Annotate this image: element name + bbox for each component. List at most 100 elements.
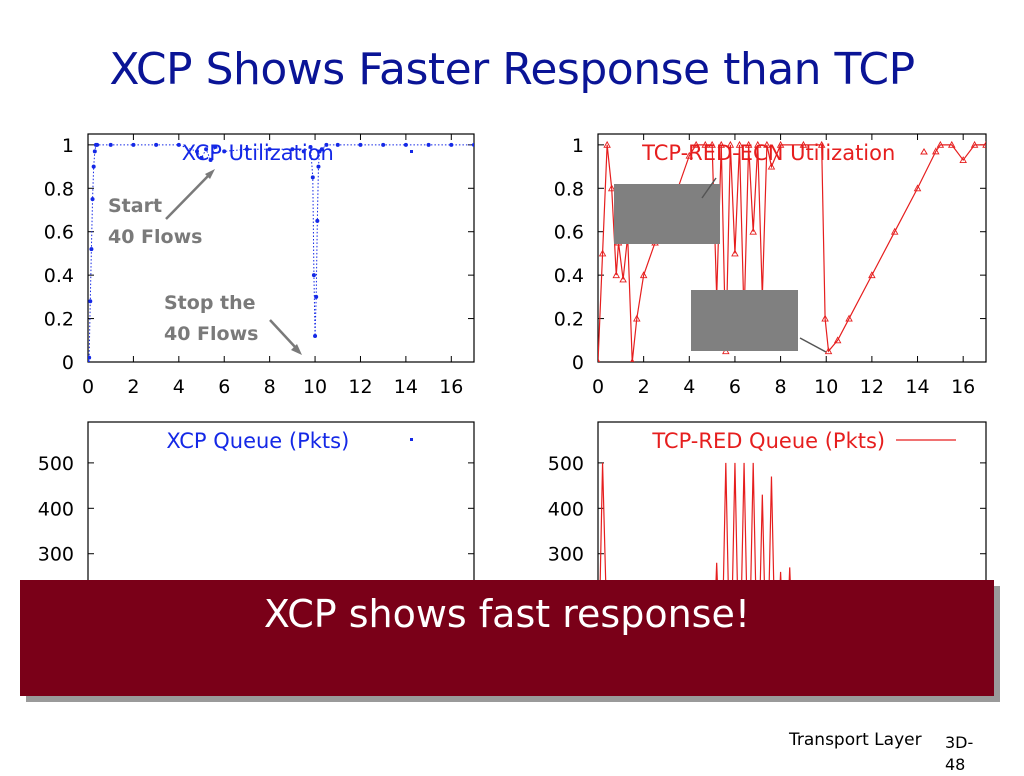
data-point xyxy=(267,147,272,152)
y-tick-label: 0.8 xyxy=(554,178,584,200)
page-number: 3D-48 xyxy=(945,733,974,774)
data-point xyxy=(88,355,92,360)
data-point xyxy=(948,140,956,148)
data-point xyxy=(868,271,876,279)
data-point xyxy=(222,149,227,154)
data-point xyxy=(833,336,842,344)
data-point xyxy=(290,147,295,152)
y-tick-label: 0 xyxy=(62,352,74,374)
plot-frame xyxy=(597,133,987,363)
y-tick-label: 400 xyxy=(548,498,584,520)
occluder-arrow xyxy=(701,177,717,199)
data-point xyxy=(308,145,313,150)
x-tick-label: 14 xyxy=(905,376,929,398)
data-point xyxy=(154,142,159,147)
annotation-stop-arrowhead xyxy=(291,344,302,355)
data-point xyxy=(88,360,90,362)
y-tick-label: 500 xyxy=(38,453,74,475)
data-point xyxy=(607,184,616,192)
data-point xyxy=(845,314,853,322)
data-point xyxy=(717,140,726,148)
y-tick-label: 0.8 xyxy=(44,178,74,200)
x-tick-label: 4 xyxy=(173,376,185,398)
callout-text: XCP shows fast response! xyxy=(263,592,751,636)
data-point xyxy=(311,273,316,278)
y-tick-label: 0.2 xyxy=(44,309,74,331)
data-point xyxy=(749,227,757,235)
x-tick-label: 16 xyxy=(439,376,463,398)
y-tick-label: 0.2 xyxy=(554,309,584,331)
legend-marker xyxy=(410,150,413,153)
chart-title: TCP-RED Queue (Pkts) xyxy=(651,429,885,453)
data-point xyxy=(472,142,474,147)
y-tick-label: 300 xyxy=(548,544,584,566)
data-point xyxy=(194,149,199,154)
x-tick-label: 2 xyxy=(638,376,650,398)
data-point xyxy=(612,271,621,279)
occluder-box xyxy=(614,184,720,244)
data-point xyxy=(95,142,100,147)
slide-title: XCP Shows Faster Response than TCP xyxy=(109,44,915,95)
series-xcp-util xyxy=(88,142,474,362)
x-tick-label: 10 xyxy=(814,376,838,398)
data-point xyxy=(89,247,94,252)
data-point xyxy=(959,156,967,164)
data-point xyxy=(213,145,218,150)
plot-frame xyxy=(87,133,475,363)
data-point xyxy=(799,140,808,148)
x-tick-label: 2 xyxy=(127,376,139,398)
data-point xyxy=(131,142,136,147)
callout-banner: XCP shows fast response! xyxy=(20,580,994,696)
annotation-stop-line-1: Stop the xyxy=(164,292,256,314)
data-point xyxy=(708,140,716,148)
data-point xyxy=(90,197,95,202)
data-point xyxy=(208,158,213,163)
data-point xyxy=(982,140,986,148)
data-point xyxy=(88,299,93,304)
legend-marker xyxy=(920,148,928,155)
data-point xyxy=(598,249,607,257)
data-point xyxy=(108,142,113,147)
data-point xyxy=(315,218,320,223)
data-point xyxy=(692,140,700,148)
y-tick-label: 0.4 xyxy=(44,265,74,287)
data-point xyxy=(633,314,641,322)
data-point xyxy=(314,294,319,299)
y-tick-label: 1 xyxy=(572,135,584,157)
data-point xyxy=(319,147,324,152)
occluder-arrow xyxy=(799,337,827,353)
series-line xyxy=(88,144,474,362)
y-tick-label: 400 xyxy=(38,498,74,520)
annotation-start-40-flows: Start 40 Flows xyxy=(108,169,215,248)
annotation-stop-arrow xyxy=(269,319,297,349)
chart-title: XCP Utilization xyxy=(182,141,334,165)
data-point xyxy=(744,140,753,148)
data-point xyxy=(301,149,306,154)
series-line xyxy=(598,144,986,362)
data-point xyxy=(731,249,739,257)
footer-label: Transport Layer xyxy=(789,730,922,750)
data-point xyxy=(204,147,209,152)
data-point xyxy=(313,333,318,338)
x-tick-label: 12 xyxy=(860,376,884,398)
x-tick-label: 8 xyxy=(775,376,787,398)
data-point xyxy=(619,275,627,283)
data-point xyxy=(817,140,826,148)
chart-title: XCP Queue (Pkts) xyxy=(166,429,349,453)
data-point xyxy=(701,140,710,148)
data-point xyxy=(639,271,648,279)
y-tick-label: 0.6 xyxy=(554,222,584,244)
x-tick-label: 6 xyxy=(218,376,230,398)
data-point xyxy=(426,142,431,147)
data-point xyxy=(91,164,96,169)
x-tick-label: 8 xyxy=(264,376,276,398)
x-tick-label: 0 xyxy=(592,376,604,398)
annotation-start-line-2: 40 Flows xyxy=(108,226,202,248)
data-point xyxy=(381,142,386,147)
data-point xyxy=(449,142,454,147)
data-point xyxy=(735,140,744,148)
x-tick-label: 10 xyxy=(303,376,327,398)
data-point xyxy=(932,147,940,155)
